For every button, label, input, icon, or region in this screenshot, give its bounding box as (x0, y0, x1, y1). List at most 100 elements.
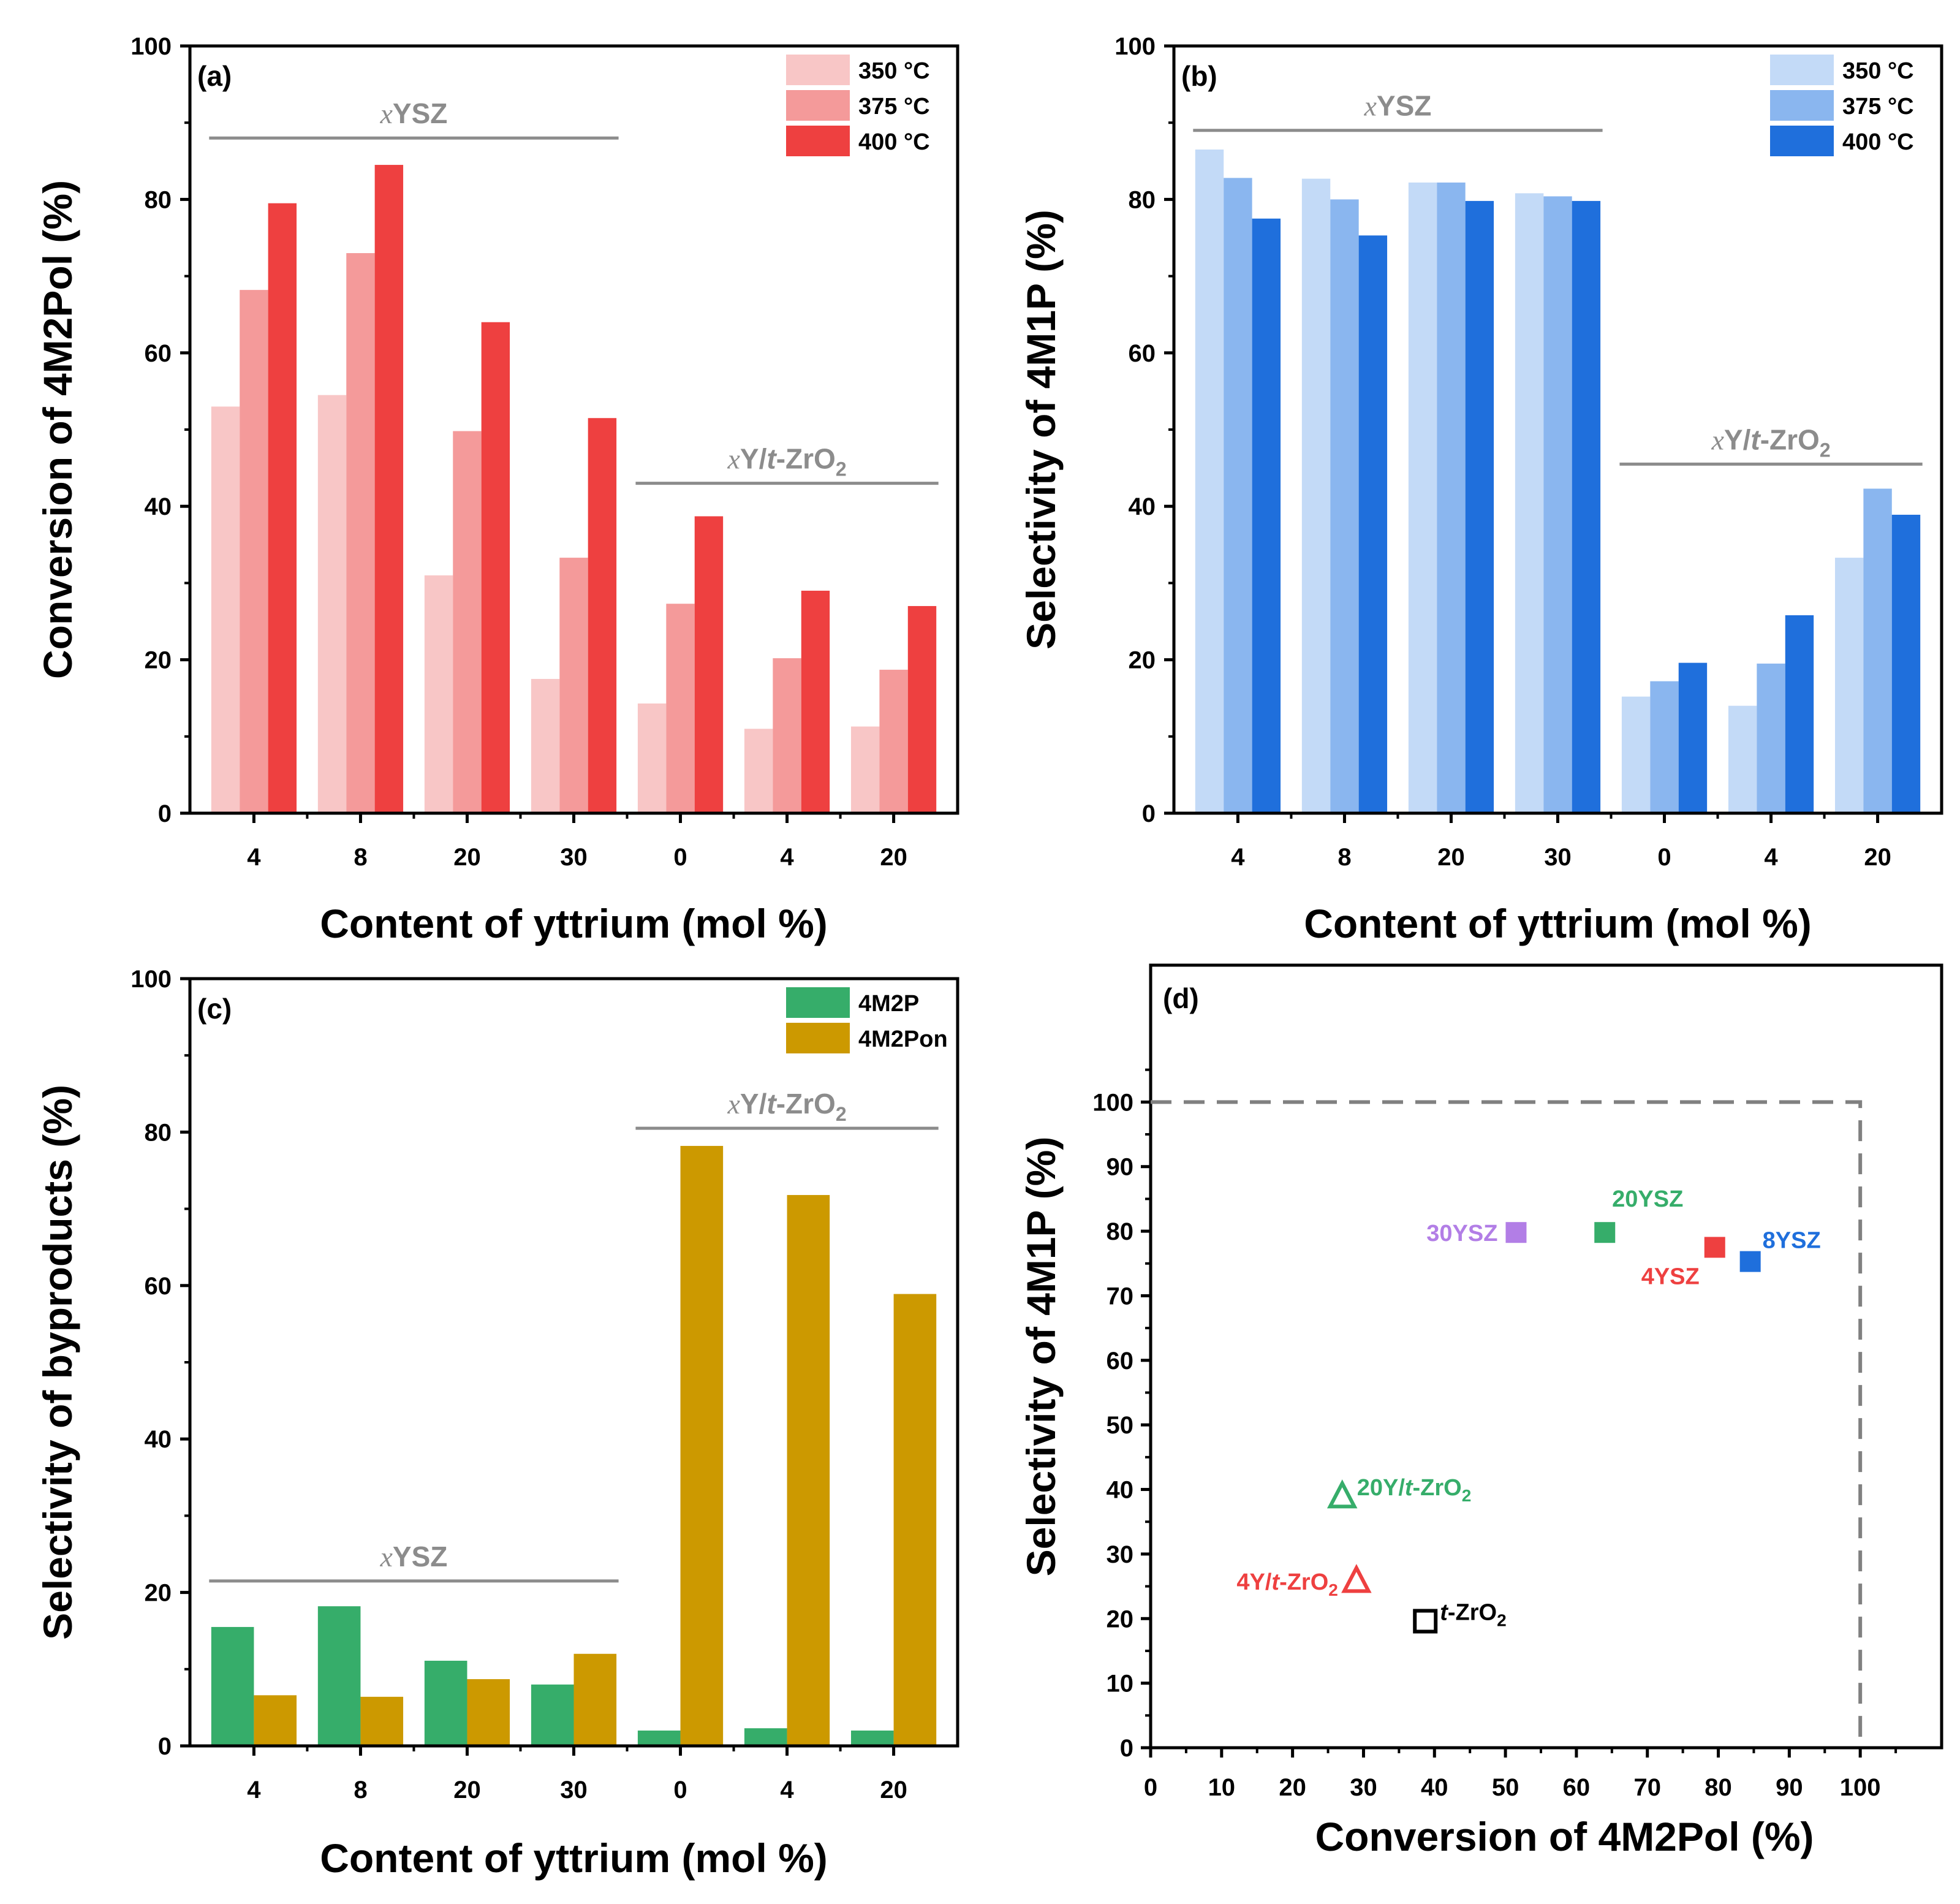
legend-swatch-1 (1770, 90, 1834, 121)
y-tick-label: 60 (1129, 340, 1156, 367)
bar-375C-cat3 (559, 558, 588, 813)
x-tick-label: 4 (247, 1777, 261, 1803)
x-tick-label: 0 (1144, 1774, 1157, 1801)
bar-375C-cat1 (1330, 199, 1359, 813)
y-tick-label: 20 (1129, 647, 1156, 674)
bar-350C-cat6 (850, 726, 880, 813)
y-tick-label: 0 (1142, 800, 1156, 827)
bar-400C-cat2 (481, 322, 510, 813)
bar-375C-cat6 (879, 669, 908, 813)
bar-4M2P-cat0 (211, 1626, 254, 1746)
point-20YtZrO2-marker (1326, 1479, 1358, 1509)
point-4YtZrO2-label: 4Y/t-ZrO2 (1236, 1569, 1338, 1599)
y-axis-title: Conversion of 4M2Pol (%) (35, 180, 80, 679)
bar-4M2Pon-cat0 (254, 1695, 297, 1746)
bar-350C-cat6 (1834, 558, 1864, 813)
x-tick-label: 100 (1840, 1774, 1881, 1801)
bar-4M2Pon-cat3 (573, 1653, 617, 1746)
bar-350C-cat4 (637, 703, 667, 813)
y-tick-label: 60 (1107, 1348, 1134, 1375)
bar-4M2Pon-cat2 (467, 1679, 510, 1746)
x-tick-label: 8 (1338, 844, 1351, 871)
legend-swatch-1 (786, 90, 850, 121)
bar-4M2Pon-cat4 (680, 1145, 724, 1746)
legend-swatch-2 (786, 126, 850, 156)
bar-4M2P-cat2 (424, 1661, 467, 1746)
y-tick-label: 10 (1107, 1671, 1134, 1697)
x-axis-title: Content of yttrium (mol %) (1304, 901, 1812, 946)
y-tick-label: 80 (1107, 1218, 1134, 1245)
x-tick-label: 4 (1764, 844, 1778, 871)
legend-swatch-2 (1770, 126, 1834, 156)
bar-350C-cat2 (1408, 182, 1437, 814)
y-tick-label: 40 (145, 493, 172, 520)
point-tZrO2-marker (1413, 1609, 1438, 1634)
y-tick-label: 100 (131, 33, 172, 60)
point-30YSZ-marker (1505, 1222, 1527, 1243)
bar-375C-cat3 (1543, 196, 1572, 814)
x-tick-label: 30 (1350, 1774, 1377, 1801)
x-tick-label: 70 (1633, 1774, 1661, 1801)
x-tick-label: 20 (880, 844, 907, 871)
y-tick-label: 100 (1114, 33, 1156, 60)
bar-400C-cat3 (1572, 200, 1601, 813)
x-tick-label: 0 (1657, 844, 1671, 871)
x-tick-label: 30 (560, 1777, 588, 1803)
bar-350C-cat0 (1195, 150, 1224, 813)
bar-400C-cat6 (1891, 514, 1921, 813)
y-tick-label: 20 (145, 647, 172, 674)
bar-350C-cat0 (211, 406, 240, 813)
bar-350C-cat4 (1621, 696, 1651, 813)
legend-label-2: 400 °C (1842, 129, 1914, 155)
bar-4M2Pon-cat6 (893, 1294, 937, 1746)
bar-4M2P-cat1 (317, 1606, 361, 1746)
y-tick-label: 90 (1107, 1154, 1134, 1181)
panel-letter: (a) (197, 60, 232, 92)
point-8YSZ-marker (1739, 1251, 1761, 1272)
legend-label-2: 400 °C (858, 129, 930, 155)
y-tick-label: 30 (1107, 1541, 1134, 1568)
x-tick-label: 4 (780, 844, 794, 871)
point-20YSZ-marker (1594, 1222, 1616, 1243)
panel-d-selectivity-vs-conversion-scatter: 0 10 20 30 40 50 60 70 80 90 100 0 10 20 30 40 50 60 70 80 9… (1018, 963, 1943, 1859)
legend-label-1: 375 °C (858, 94, 930, 119)
group-label-0: xYSZ (380, 97, 448, 129)
y-tick-label: 20 (145, 1580, 172, 1607)
y-tick-label: 20 (1107, 1606, 1134, 1633)
y-tick-label: 60 (145, 1273, 172, 1300)
point-tZrO2-label: t-ZrO2 (1440, 1599, 1506, 1629)
x-tick-label: 30 (1544, 844, 1572, 871)
legend-label-1: 375 °C (1842, 94, 1914, 119)
x-tick-label: 80 (1705, 1774, 1732, 1801)
bar-400C-cat1 (374, 165, 404, 813)
bar-350C-cat3 (1515, 193, 1544, 813)
x-tick-label: 8 (354, 844, 367, 871)
y-axis-title: Selectivity of byproducts (%) (35, 1085, 80, 1640)
panel-b-selectivity-bar-chart: xYSZ xY/t-ZrO2 0 20 40 60 80 100 4 8 20 30 0 4 20 Conte… (1018, 33, 1943, 946)
x-tick-label: 20 (453, 844, 481, 871)
bar-4M2P-cat6 (850, 1730, 894, 1746)
x-axis-title: Content of yttrium (mol %) (320, 901, 828, 946)
bar-4M2P-cat3 (531, 1684, 574, 1746)
point-4YSZ-label: 4YSZ (1641, 1264, 1700, 1289)
legend-swatch-0 (786, 987, 850, 1018)
point-20YtZrO2-label: 20Y/t-ZrO2 (1357, 1475, 1472, 1505)
group-label-1: xY/t-ZrO2 (727, 1088, 846, 1125)
y-tick-label: 80 (1129, 186, 1156, 213)
x-axis-title: Content of yttrium (mol %) (320, 1835, 828, 1881)
bar-4M2Pon-cat5 (787, 1195, 830, 1746)
bar-350C-cat5 (1728, 705, 1757, 813)
y-tick-label: 0 (158, 800, 172, 827)
plot-frame (188, 977, 959, 1748)
y-tick-label: 80 (145, 186, 172, 213)
y-tick-label: 60 (145, 340, 172, 367)
x-tick-label: 10 (1208, 1774, 1236, 1801)
x-tick-label: 90 (1776, 1774, 1803, 1801)
bar-400C-cat0 (1252, 218, 1281, 813)
bar-375C-cat5 (773, 658, 801, 813)
x-tick-label: 50 (1492, 1774, 1519, 1801)
y-axis-title: Selectivity of 4M1P (%) (1018, 210, 1064, 650)
bar-350C-cat2 (424, 575, 453, 813)
plot-frame (1149, 963, 1943, 1750)
